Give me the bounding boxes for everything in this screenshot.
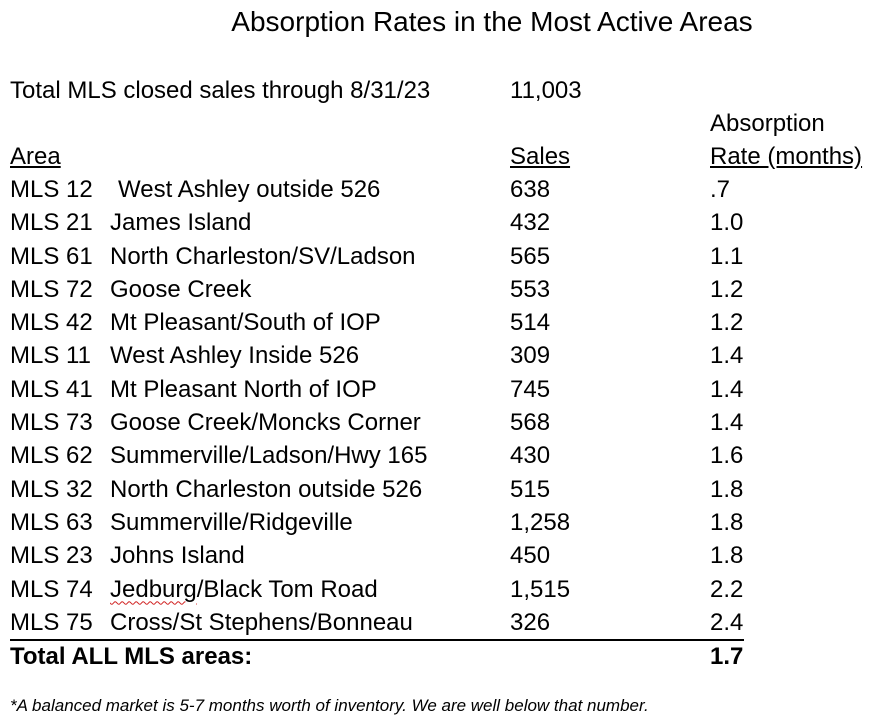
row-area-name: Summerville/Ladson/Hwy 165 [110,442,428,470]
total-sales-value: 11,003 [510,77,582,104]
table-row: MLS 11 West Ashley Inside 526 309 1.4 [0,342,874,375]
row-rate: 1.2 [710,275,744,303]
row-rate: 1.6 [710,442,744,470]
row-sales: 565 [510,242,551,270]
total-sales-label: Total MLS closed sales through 8/31/23 [10,77,431,104]
row-area-name: Goose Creek/Moncks Corner [110,409,421,437]
row-area-name: West Ashley Inside 526 [110,342,360,370]
row-sales: 450 [510,542,551,570]
table-row: MLS 74 Jedburg/Black Tom Road 1,515 2.2 [0,576,874,609]
row-sales: 1,258 [510,508,571,536]
footnote: *A balanced market is 5-7 months worth o… [10,696,649,715]
row-code: MLS 11 [10,342,91,370]
table-row: MLS 75 Cross/St Stephens/Bonneau 326 2.4 [0,609,874,642]
row-area-name: Summerville/Ridgeville [110,508,353,536]
row-sales: 430 [510,442,551,470]
row-rate: 1.0 [710,209,744,237]
row-code: MLS 21 [10,209,93,237]
row-code: MLS 74 [10,575,93,603]
row-sales: 638 [510,176,551,203]
absorption-table: MLS 12 West Ashley outside 526 638 .7 ML… [0,176,874,642]
row-sales: 568 [510,409,551,437]
page-title: Absorption Rates in the Most Active Area… [231,6,753,37]
row-code: MLS 62 [10,442,93,470]
row-rate: 1.8 [710,475,744,503]
table-row: MLS 72 Goose Creek 553 1.2 [0,276,874,309]
row-area-name: North Charleston outside 526 [110,475,423,503]
table-row: MLS 32 North Charleston outside 526 515 … [0,476,874,509]
row-sales: 514 [510,309,551,337]
row-code: MLS 32 [10,475,93,503]
row-rate: 1.8 [710,542,744,570]
row-sales: 745 [510,375,551,403]
table-row: MLS 41 Mt Pleasant North of IOP 745 1.4 [0,376,874,409]
row-rate: 1.2 [710,309,744,337]
row-code: MLS 61 [10,242,93,270]
row-sales: 432 [510,209,551,237]
table-row: MLS 42 Mt Pleasant/South of IOP 514 1.2 [0,309,874,342]
row-sales: 553 [510,275,551,303]
spellcheck-word: Jedburg [110,575,197,603]
row-rate: 1.4 [710,375,744,403]
row-area-name: North Charleston/SV/Ladson [110,242,416,270]
total-row-label: Total ALL MLS areas: [10,643,253,670]
row-rate: 1.4 [710,409,744,437]
table-row: MLS 63 Summerville/Ridgeville 1,258 1.8 [0,509,874,542]
row-area-name: James Island [110,209,252,237]
row-rate: .7 [710,176,731,203]
row-sales: 309 [510,342,551,370]
row-area-name: Mt Pleasant/South of IOP [110,309,381,337]
table-divider [10,639,744,641]
row-sales: 326 [510,608,551,636]
row-area-name-rest: /Black Tom Road [196,575,378,603]
column-header-rate-line1: Absorption [710,110,825,137]
table-row: MLS 62 Summerville/Ladson/Hwy 165 430 1.… [0,442,874,475]
table-row: MLS 21 James Island 432 1.0 [0,209,874,242]
row-area-name: Johns Island [110,542,245,570]
table-row: MLS 23 Johns Island 450 1.8 [0,542,874,575]
column-header-rate-line2: Rate (months) [710,143,863,170]
row-area-name: Mt Pleasant North of IOP [110,375,377,403]
row-code: MLS 12 [10,176,93,203]
total-row-rate: 1.7 [710,643,744,670]
row-area-name: Cross/St Stephens/Bonneau [110,608,413,636]
row-rate: 1.1 [710,242,744,270]
table-row: MLS 61 North Charleston/SV/Ladson 565 1.… [0,243,874,276]
row-rate: 1.8 [710,508,744,536]
column-header-area: Area [10,143,61,170]
row-code: MLS 42 [10,309,93,337]
table-row: MLS 73 Goose Creek/Moncks Corner 568 1.4 [0,409,874,442]
row-code: MLS 75 [10,608,93,636]
row-area-name: West Ashley outside 526 [118,176,381,203]
row-code: MLS 41 [10,375,93,403]
row-code: MLS 23 [10,542,93,570]
row-rate: 1.4 [710,342,744,370]
row-rate: 2.4 [710,608,744,636]
table-row: MLS 12 West Ashley outside 526 638 .7 [0,176,874,209]
row-code: MLS 63 [10,508,93,536]
column-header-sales: Sales [510,143,571,170]
row-area-name: Goose Creek [110,275,252,303]
row-area-name: Jedburg/Black Tom Road [110,576,378,604]
row-code: MLS 72 [10,275,93,303]
row-rate: 2.2 [710,575,744,603]
row-code: MLS 73 [10,409,93,437]
row-sales: 515 [510,475,551,503]
row-sales: 1,515 [510,575,571,603]
